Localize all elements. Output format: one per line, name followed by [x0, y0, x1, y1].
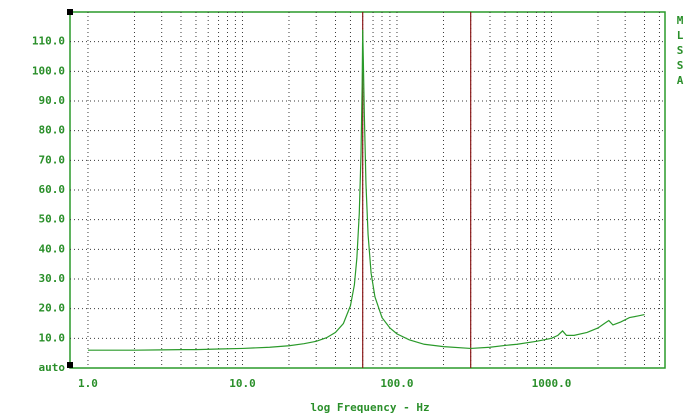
y-tick-label: 100.0 — [32, 64, 65, 77]
y-tick-label: 90.0 — [39, 94, 66, 107]
x-axis-label: log Frequency - Hz — [310, 401, 429, 414]
x-tick-label: 100.0 — [380, 377, 413, 390]
corner-marker — [67, 9, 73, 15]
data-line — [87, 29, 645, 351]
y-tick-label: 60.0 — [39, 183, 66, 196]
y-tick-label: 110.0 — [32, 35, 65, 48]
corner-marker — [67, 362, 73, 368]
y-tick-label: 80.0 — [39, 124, 66, 137]
y-tick-label: auto — [39, 361, 66, 374]
x-tick-label: 1.0 — [78, 377, 98, 390]
y-tick-label: 70.0 — [39, 153, 66, 166]
y-tick-label: 50.0 — [39, 213, 66, 226]
y-tick-label: 20.0 — [39, 302, 66, 315]
y-tick-label: 30.0 — [39, 272, 66, 285]
side-label: MLSSA — [674, 14, 687, 89]
y-tick-label: 10.0 — [39, 331, 66, 344]
x-tick-label: 1000.0 — [532, 377, 572, 390]
plot-frame — [69, 11, 666, 369]
y-tick-label: 40.0 — [39, 242, 66, 255]
x-tick-label: 10.0 — [229, 377, 256, 390]
